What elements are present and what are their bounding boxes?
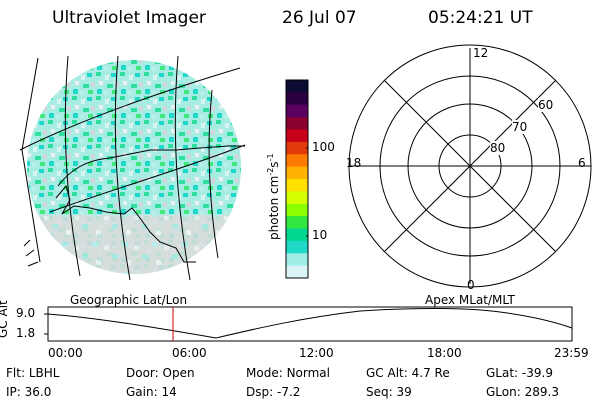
info-door: Door: Open [126, 366, 195, 380]
colorbar-band [286, 216, 308, 229]
info-dsp: Dsp: -7.2 [246, 385, 301, 399]
colorbar-band [286, 117, 308, 130]
colorbar-band [286, 265, 308, 279]
info-ip: IP: 36.0 [6, 385, 52, 399]
colorbar-tick-10: 10 [312, 228, 328, 242]
colorbar-band [286, 228, 308, 242]
colorbar-band [286, 141, 308, 155]
mlt-label-6: 6 [578, 156, 586, 170]
colorbar-band [286, 92, 308, 106]
xtick-0600: 06:00 [172, 346, 207, 360]
instrument-title: Ultraviolet Imager [52, 8, 206, 28]
info-mode: Mode: Normal [246, 366, 330, 380]
info-glat: GLat: -39.9 [486, 366, 553, 380]
ytick-low: 1.8 [16, 326, 36, 340]
colorbar-band [286, 240, 308, 254]
mlt-label-12: 12 [473, 46, 489, 60]
mlat-label-60: 60 [538, 98, 554, 112]
info-glon: GLon: 289.3 [486, 385, 559, 399]
xtick-2359: 23:59 [554, 346, 589, 360]
mlt-label-18: 18 [346, 156, 362, 170]
ytick-high: 9.0 [16, 306, 36, 320]
apex-label: Apex MLat/MLT [425, 293, 515, 307]
xtick-1800: 18:00 [427, 346, 462, 360]
colorbar-band [286, 154, 308, 168]
xtick-1200: 12:00 [299, 346, 334, 360]
colorbar-band [286, 129, 308, 143]
time-label: 05:24:21 UT [428, 8, 533, 28]
info-flt: Flt: LBHL [6, 366, 60, 380]
colorbar-band [286, 166, 308, 180]
colorbar-tick-100: 100 [312, 140, 335, 154]
colorbar-band [286, 104, 308, 118]
colorbar-band [286, 191, 308, 205]
colorbar-band [286, 179, 308, 192]
colorbar-band [286, 203, 308, 217]
info-gain: Gain: 14 [126, 385, 177, 399]
mlat-label-80: 80 [490, 141, 506, 155]
info-gc-alt: GC Alt: 4.7 Re [366, 366, 450, 380]
mlat-label-70: 70 [512, 120, 528, 134]
date-label: 26 Jul 07 [282, 8, 357, 28]
colorbar-band [286, 253, 308, 267]
xtick-0000: 00:00 [48, 346, 83, 360]
mlt-label-0: 0 [467, 278, 475, 292]
geographic-label: Geographic Lat/Lon [70, 293, 188, 307]
colorbar-band [286, 80, 308, 93]
info-seq: Seq: 39 [366, 385, 412, 399]
